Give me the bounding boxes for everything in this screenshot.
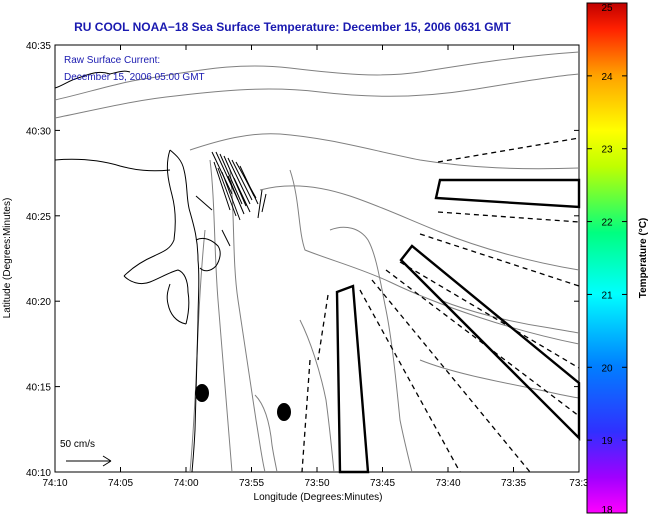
x-tick-label: 73:55 [239, 478, 264, 489]
radar-beams [335, 178, 581, 474]
x-tick-label: 74:00 [173, 478, 198, 489]
colorbar-tick-label: 20 [601, 363, 613, 374]
y-tick-label: 40:35 [26, 41, 51, 52]
y-tick-label: 40:20 [26, 297, 51, 308]
y-axis-ticks: 40:35 40:30 40:25 40:20 40:15 40:10 [26, 41, 579, 479]
x-tick-label: 74:10 [42, 478, 67, 489]
x-tick-label: 73:3 [569, 478, 589, 489]
colorbar-tick-label: 22 [601, 218, 613, 229]
colorbar-label: Temperature (°C) [638, 218, 649, 299]
current-vectors [195, 151, 267, 247]
colorbar-ticks: 25 24 23 22 21 20 19 18 [587, 2, 627, 516]
x-tick-label: 73:45 [370, 478, 395, 489]
temperature-colorbar [586, 2, 628, 514]
x-tick-label: 73:50 [304, 478, 329, 489]
data-marker [277, 403, 291, 421]
y-tick-label: 40:25 [26, 212, 51, 223]
colorbar-tick-label: 25 [601, 3, 613, 14]
plot-frame [54, 44, 580, 473]
x-axis-label: Longitude (Degrees:Minutes) [254, 492, 383, 503]
y-tick-label: 40:15 [26, 383, 51, 394]
y-tick-label: 40:30 [26, 126, 51, 137]
colorbar-tick-label: 19 [601, 436, 613, 447]
info-line-2: December 15, 2006 05:00 GMT [64, 72, 205, 83]
data-marker [195, 384, 209, 402]
colorbar-tick-label: 18 [601, 505, 613, 516]
x-axis-ticks: 74:10 74:05 74:00 73:55 73:50 73:45 73:40 73:35… [42, 45, 589, 489]
x-tick-label: 73:40 [435, 478, 460, 489]
map-title: RU COOL NOAA−18 Sea Surface Temperature:… [74, 20, 511, 34]
scale-label: 50 cm/s [60, 439, 95, 450]
colorbar-tick-label: 23 [601, 145, 613, 156]
y-axis-label: Latitude (Degrees:Minutes) [2, 198, 13, 319]
x-tick-label: 74:05 [108, 478, 133, 489]
colorbar-tick-label: 24 [601, 72, 613, 83]
coastline [54, 70, 221, 473]
info-line-1: Raw Surface Current: [64, 55, 160, 66]
x-tick-label: 73:35 [501, 478, 526, 489]
y-tick-label: 40:10 [26, 468, 51, 479]
colorbar-tick-label: 21 [601, 290, 613, 301]
scale-arrow-icon [66, 455, 112, 467]
